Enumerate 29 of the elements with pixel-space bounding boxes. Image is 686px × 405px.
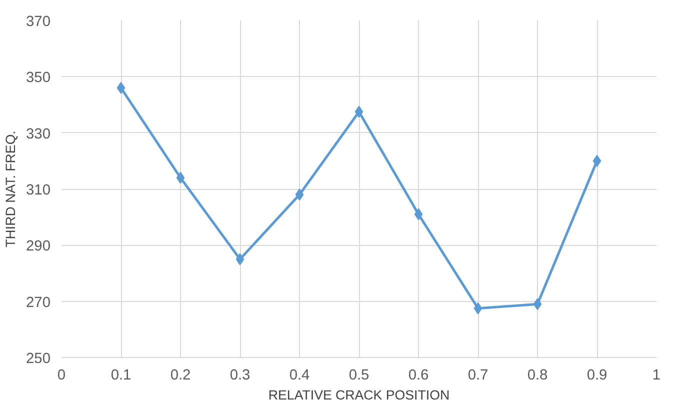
point xyxy=(116,82,126,94)
y-tick-label: 330 xyxy=(26,126,51,142)
x-tick-label: 1 xyxy=(652,368,661,384)
y-tick-label: 310 xyxy=(26,182,51,198)
y-tick-label: 270 xyxy=(26,294,51,311)
x-tick-label: 0.6 xyxy=(408,368,429,384)
point xyxy=(354,106,364,118)
x-axis-title: RELATIVE CRACK POSITION xyxy=(268,388,450,402)
x-tick-label: 0 xyxy=(57,368,66,384)
point xyxy=(414,208,423,220)
x-tick-label: 0.4 xyxy=(289,368,310,384)
x-tick-label: 0.9 xyxy=(586,368,608,384)
x-tick-label: 0.1 xyxy=(110,368,132,384)
x-tick-label: 0.7 xyxy=(468,368,488,384)
y-axis-title: THIRD NAT. FREQ. xyxy=(3,130,18,248)
point xyxy=(474,302,482,314)
x-tick-label: 0.5 xyxy=(348,368,370,384)
y-tick-label: 290 xyxy=(26,238,51,255)
point xyxy=(592,154,602,167)
x-tick-label: 0.2 xyxy=(170,368,191,384)
point xyxy=(295,188,304,201)
y-tick-label: 350 xyxy=(26,70,51,86)
y-tick-label: 250 xyxy=(26,351,51,367)
y-tick-label: 370 xyxy=(26,14,51,30)
point xyxy=(176,172,185,184)
point xyxy=(533,298,542,310)
x-tick-label: 0.8 xyxy=(527,368,548,384)
x-tick-label: 0.3 xyxy=(230,368,250,384)
point xyxy=(236,253,244,266)
